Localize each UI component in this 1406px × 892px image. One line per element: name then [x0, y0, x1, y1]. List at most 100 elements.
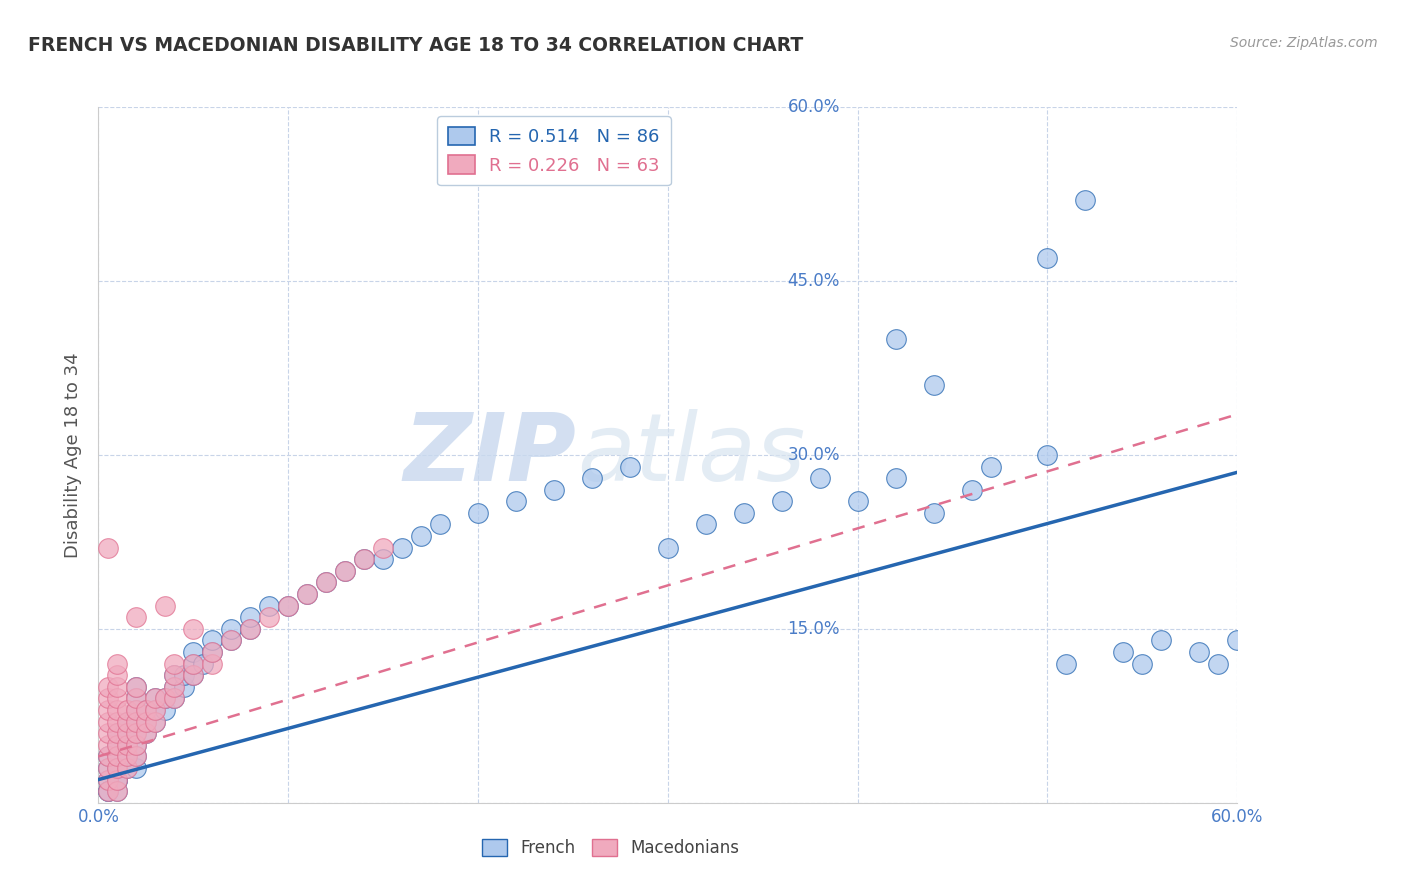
- Point: [619, 459, 641, 474]
- Point: [97, 726, 120, 740]
- Point: [115, 726, 138, 740]
- Point: [1112, 645, 1135, 659]
- Point: [183, 668, 205, 682]
- Point: [115, 714, 138, 729]
- Point: [115, 703, 138, 717]
- Point: [297, 587, 319, 601]
- Point: [115, 761, 138, 775]
- Point: [1132, 657, 1154, 671]
- Point: [135, 703, 157, 717]
- Point: [846, 494, 869, 508]
- Point: [115, 726, 138, 740]
- Point: [107, 680, 129, 694]
- Point: [581, 471, 603, 485]
- Text: atlas: atlas: [576, 409, 806, 500]
- Point: [97, 749, 120, 764]
- Point: [221, 622, 243, 636]
- Point: [97, 761, 120, 775]
- Point: [125, 691, 148, 706]
- Point: [1208, 657, 1230, 671]
- Point: [239, 610, 262, 624]
- Point: [135, 714, 157, 729]
- Point: [115, 738, 138, 752]
- Point: [125, 749, 148, 764]
- Point: [695, 517, 717, 532]
- Point: [922, 506, 945, 520]
- Point: [201, 645, 224, 659]
- Point: [115, 738, 138, 752]
- Point: [315, 575, 337, 590]
- Point: [107, 749, 129, 764]
- Point: [183, 645, 205, 659]
- Point: [125, 680, 148, 694]
- Point: [107, 657, 129, 671]
- Point: [1074, 193, 1097, 207]
- Point: [884, 332, 907, 346]
- Point: [125, 761, 148, 775]
- Point: [107, 772, 129, 787]
- Point: [163, 691, 186, 706]
- Point: [97, 772, 120, 787]
- Point: [239, 622, 262, 636]
- Point: [107, 784, 129, 798]
- Point: [115, 761, 138, 775]
- Point: [125, 703, 148, 717]
- Point: [884, 471, 907, 485]
- Point: [201, 657, 224, 671]
- Point: [125, 726, 148, 740]
- Point: [371, 541, 394, 555]
- Point: [125, 680, 148, 694]
- Point: [97, 772, 120, 787]
- Point: [163, 691, 186, 706]
- Point: [97, 749, 120, 764]
- Point: [183, 622, 205, 636]
- Point: [97, 784, 120, 798]
- Point: [429, 517, 451, 532]
- Point: [125, 726, 148, 740]
- Point: [922, 378, 945, 392]
- Point: [107, 761, 129, 775]
- Point: [163, 657, 186, 671]
- Point: [353, 552, 375, 566]
- Point: [239, 622, 262, 636]
- Point: [135, 726, 157, 740]
- Point: [125, 738, 148, 752]
- Point: [107, 726, 129, 740]
- Point: [808, 471, 831, 485]
- Y-axis label: Disability Age 18 to 34: Disability Age 18 to 34: [65, 352, 83, 558]
- Point: [107, 738, 129, 752]
- Point: [315, 575, 337, 590]
- Text: FRENCH VS MACEDONIAN DISABILITY AGE 18 TO 34 CORRELATION CHART: FRENCH VS MACEDONIAN DISABILITY AGE 18 T…: [28, 36, 803, 54]
- Point: [107, 668, 129, 682]
- Point: [125, 610, 148, 624]
- Point: [107, 714, 129, 729]
- Point: [371, 552, 394, 566]
- Point: [97, 714, 120, 729]
- Point: [277, 599, 299, 613]
- Point: [125, 714, 148, 729]
- Point: [135, 714, 157, 729]
- Point: [191, 657, 214, 671]
- Point: [115, 714, 138, 729]
- Point: [145, 703, 167, 717]
- Text: 15.0%: 15.0%: [787, 620, 839, 638]
- Point: [145, 703, 167, 717]
- Point: [107, 691, 129, 706]
- Point: [153, 703, 176, 717]
- Point: [335, 564, 357, 578]
- Point: [1188, 645, 1211, 659]
- Point: [135, 703, 157, 717]
- Text: 30.0%: 30.0%: [787, 446, 839, 464]
- Point: [657, 541, 679, 555]
- Point: [979, 459, 1001, 474]
- Point: [1036, 448, 1059, 462]
- Point: [115, 749, 138, 764]
- Point: [107, 772, 129, 787]
- Text: ZIP: ZIP: [404, 409, 576, 501]
- Point: [183, 657, 205, 671]
- Point: [733, 506, 755, 520]
- Point: [221, 633, 243, 648]
- Point: [97, 680, 120, 694]
- Point: [391, 541, 413, 555]
- Point: [1226, 633, 1249, 648]
